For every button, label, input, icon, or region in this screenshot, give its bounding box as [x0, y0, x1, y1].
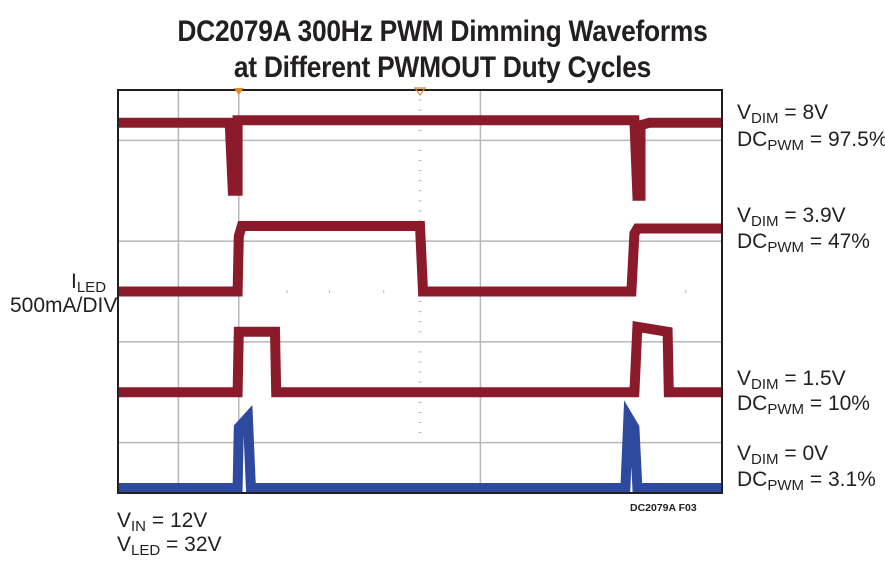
series-edge — [118, 413, 722, 490]
y-axis-label: ILED — [71, 270, 107, 296]
chart-title: DC2079A 300Hz PWM Dimming Waveforms at D… — [53, 14, 832, 86]
series-dc-value: 10% — [827, 392, 870, 415]
series-dc-value: 3.1% — [827, 468, 876, 491]
series-dc-value: 97.5% — [827, 128, 885, 151]
series-vdim-value: 8V — [802, 101, 829, 124]
series-label-vdim-8v: VDIM = 8V — [737, 101, 829, 127]
series-label-dc-3: DCPWM = 3.1% — [737, 468, 876, 494]
condition-value: = 32V — [160, 533, 222, 556]
condition-vin: VIN = 12V — [117, 509, 208, 535]
y-axis-scale: 500mA/DIV — [10, 294, 118, 317]
series-edge — [118, 119, 722, 197]
series-vdim-value: 3.9V — [802, 204, 846, 227]
condition-subscript: LED — [131, 542, 161, 559]
condition-value: = 12V — [146, 509, 208, 532]
chart-title-line-2: at Different PWMOUT Duty Cycles — [233, 51, 652, 84]
condition-vled: VLED = 32V — [117, 533, 222, 559]
chart-title-line-1: DC2079A 300Hz PWM Dimming Waveforms — [177, 15, 708, 48]
series-label-vdim-3v9: VDIM = 3.9V — [737, 204, 846, 230]
center-marker — [413, 87, 427, 97]
series-label-dc-97: DCPWM = 97.5% — [737, 128, 885, 153]
series-vdim-value: 0V — [802, 442, 829, 465]
series-label-vdim-1v5: VDIM = 1.5V — [737, 367, 846, 393]
condition-symbol: V — [117, 509, 132, 532]
y-axis-subscript: LED — [76, 279, 107, 296]
series-label-dc-47: DCPWM = 47% — [737, 230, 870, 256]
series-dc-value: 47% — [827, 230, 870, 253]
series-label-dc-10: DCPWM = 10% — [737, 392, 870, 418]
y-axis-symbol: I — [71, 270, 77, 293]
series-vdim-value: 1.5V — [802, 367, 846, 390]
plot-frame — [117, 89, 723, 494]
figure-id: DC2079A F03 — [630, 502, 697, 514]
series-edge — [118, 224, 722, 293]
series-label-vdim-0v: VDIM = 0V — [737, 442, 829, 468]
condition-symbol: V — [117, 533, 132, 556]
trigger-marker — [233, 88, 244, 95]
condition-subscript: IN — [131, 518, 147, 535]
series-edge — [118, 325, 722, 394]
